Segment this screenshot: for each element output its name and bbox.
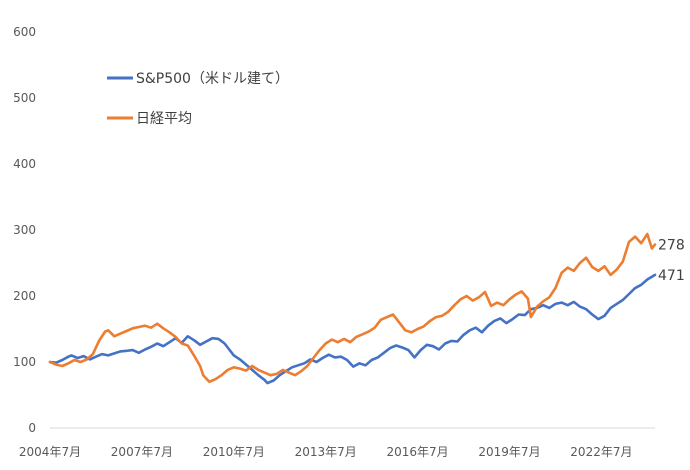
x-tick-label: 2022年7月 — [570, 445, 632, 459]
x-tick-label: 2019年7月 — [478, 445, 540, 459]
series-line-nikkei — [48, 232, 657, 384]
y-tick-label: 300 — [13, 223, 36, 237]
x-tick-label: 2007年7月 — [111, 445, 173, 459]
y-tick-label: 100 — [13, 355, 36, 369]
x-tick-label: 2016年7月 — [387, 445, 449, 459]
y-tick-label: 0 — [28, 421, 36, 435]
x-tick-label: 2010年7月 — [203, 445, 265, 459]
series-lines — [48, 232, 657, 385]
x-tick-label: 2013年7月 — [295, 445, 357, 459]
y-tick-label: 400 — [13, 157, 36, 171]
series-end-labels: 471 278 — [658, 238, 685, 284]
y-tick-label: 500 — [13, 91, 36, 105]
series-line-sp500 — [48, 273, 657, 385]
end-value-label: 471 — [658, 268, 685, 284]
y-tick-label: 200 — [13, 289, 36, 303]
y-axis-tick-labels: 0 100 200 300 400 500 600 — [13, 25, 36, 435]
x-tick-label: 2004年7月 — [19, 445, 81, 459]
end-value-label: 278 — [658, 238, 685, 254]
y-tick-label: 600 — [13, 25, 36, 39]
legend: S&P500（米ドル建て） 日経平均 — [107, 71, 289, 127]
legend-entry: 日経平均 — [136, 111, 192, 127]
x-axis-tick-labels: 2004年7月 2007年7月 2010年7月 2013年7月 2016年7月 2019年… — [19, 445, 633, 459]
legend-entry: S&P500（米ドル建て） — [136, 71, 289, 87]
